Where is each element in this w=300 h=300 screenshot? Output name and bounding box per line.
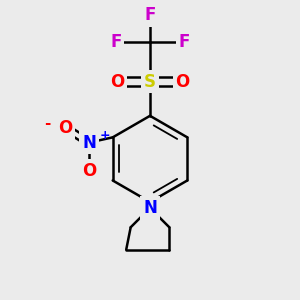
Text: N: N <box>82 134 96 152</box>
Text: +: + <box>100 129 111 142</box>
Text: O: O <box>82 162 96 180</box>
Text: O: O <box>58 119 72 137</box>
Text: F: F <box>178 32 190 50</box>
Text: S: S <box>144 73 156 91</box>
Text: F: F <box>144 6 156 24</box>
Text: O: O <box>110 73 124 91</box>
Text: N: N <box>143 199 157 217</box>
Text: O: O <box>176 73 190 91</box>
Text: F: F <box>110 32 122 50</box>
Text: -: - <box>44 116 51 131</box>
